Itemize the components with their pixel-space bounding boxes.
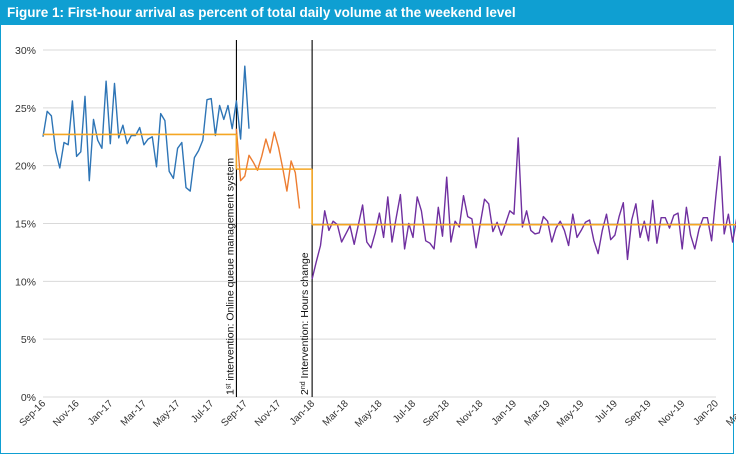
x-tick-label: Nov-17 — [253, 398, 284, 429]
series-line-pre — [42, 65, 250, 192]
y-tick-label: 30% — [15, 45, 36, 57]
figure-title: Figure 1: First-hour arrival as percent … — [1, 1, 733, 25]
x-tick-label: Jul-19 — [593, 398, 620, 425]
y-tick-label: 0% — [21, 392, 36, 404]
intervention-label-2: 2nd Intervention: Hours change — [299, 252, 311, 395]
series-line-mid — [235, 128, 301, 209]
x-tick-label: Jan-19 — [490, 398, 520, 428]
y-tick-label: 10% — [15, 276, 36, 288]
x-tick-label: Jan-18 — [288, 398, 318, 428]
x-tick-label: Mar-17 — [119, 398, 149, 428]
x-tick-label: Jan-17 — [86, 398, 116, 428]
x-tick-label: Jul-18 — [391, 398, 418, 425]
x-tick-label: Sep-19 — [623, 398, 654, 429]
intervention-label-1: 1st intervention: Online queue managemen… — [224, 158, 236, 395]
x-tick-label: Mar-20 — [724, 398, 736, 428]
x-tick-label: Sep-18 — [421, 398, 452, 429]
series-line-post — [311, 137, 736, 280]
y-tick-label: 15% — [15, 219, 36, 231]
x-tick-label: Nov-16 — [51, 398, 82, 429]
x-tick-label: May-18 — [353, 398, 385, 430]
x-tick-label: Sep-17 — [219, 398, 250, 429]
y-tick-label: 25% — [15, 103, 36, 115]
y-tick-label: 5% — [21, 334, 36, 346]
x-tick-label: Nov-19 — [657, 398, 688, 429]
x-tick-label: May-17 — [151, 398, 183, 430]
x-tick-label: May-19 — [555, 398, 587, 430]
y-tick-label: 20% — [15, 161, 36, 173]
x-tick-label: Mar-19 — [523, 398, 553, 428]
x-tick-label: Nov-18 — [455, 398, 486, 429]
x-tick-label: Jul-17 — [189, 398, 216, 425]
x-tick-label: Jan-20 — [692, 398, 722, 428]
x-tick-label: Mar-18 — [321, 398, 351, 428]
